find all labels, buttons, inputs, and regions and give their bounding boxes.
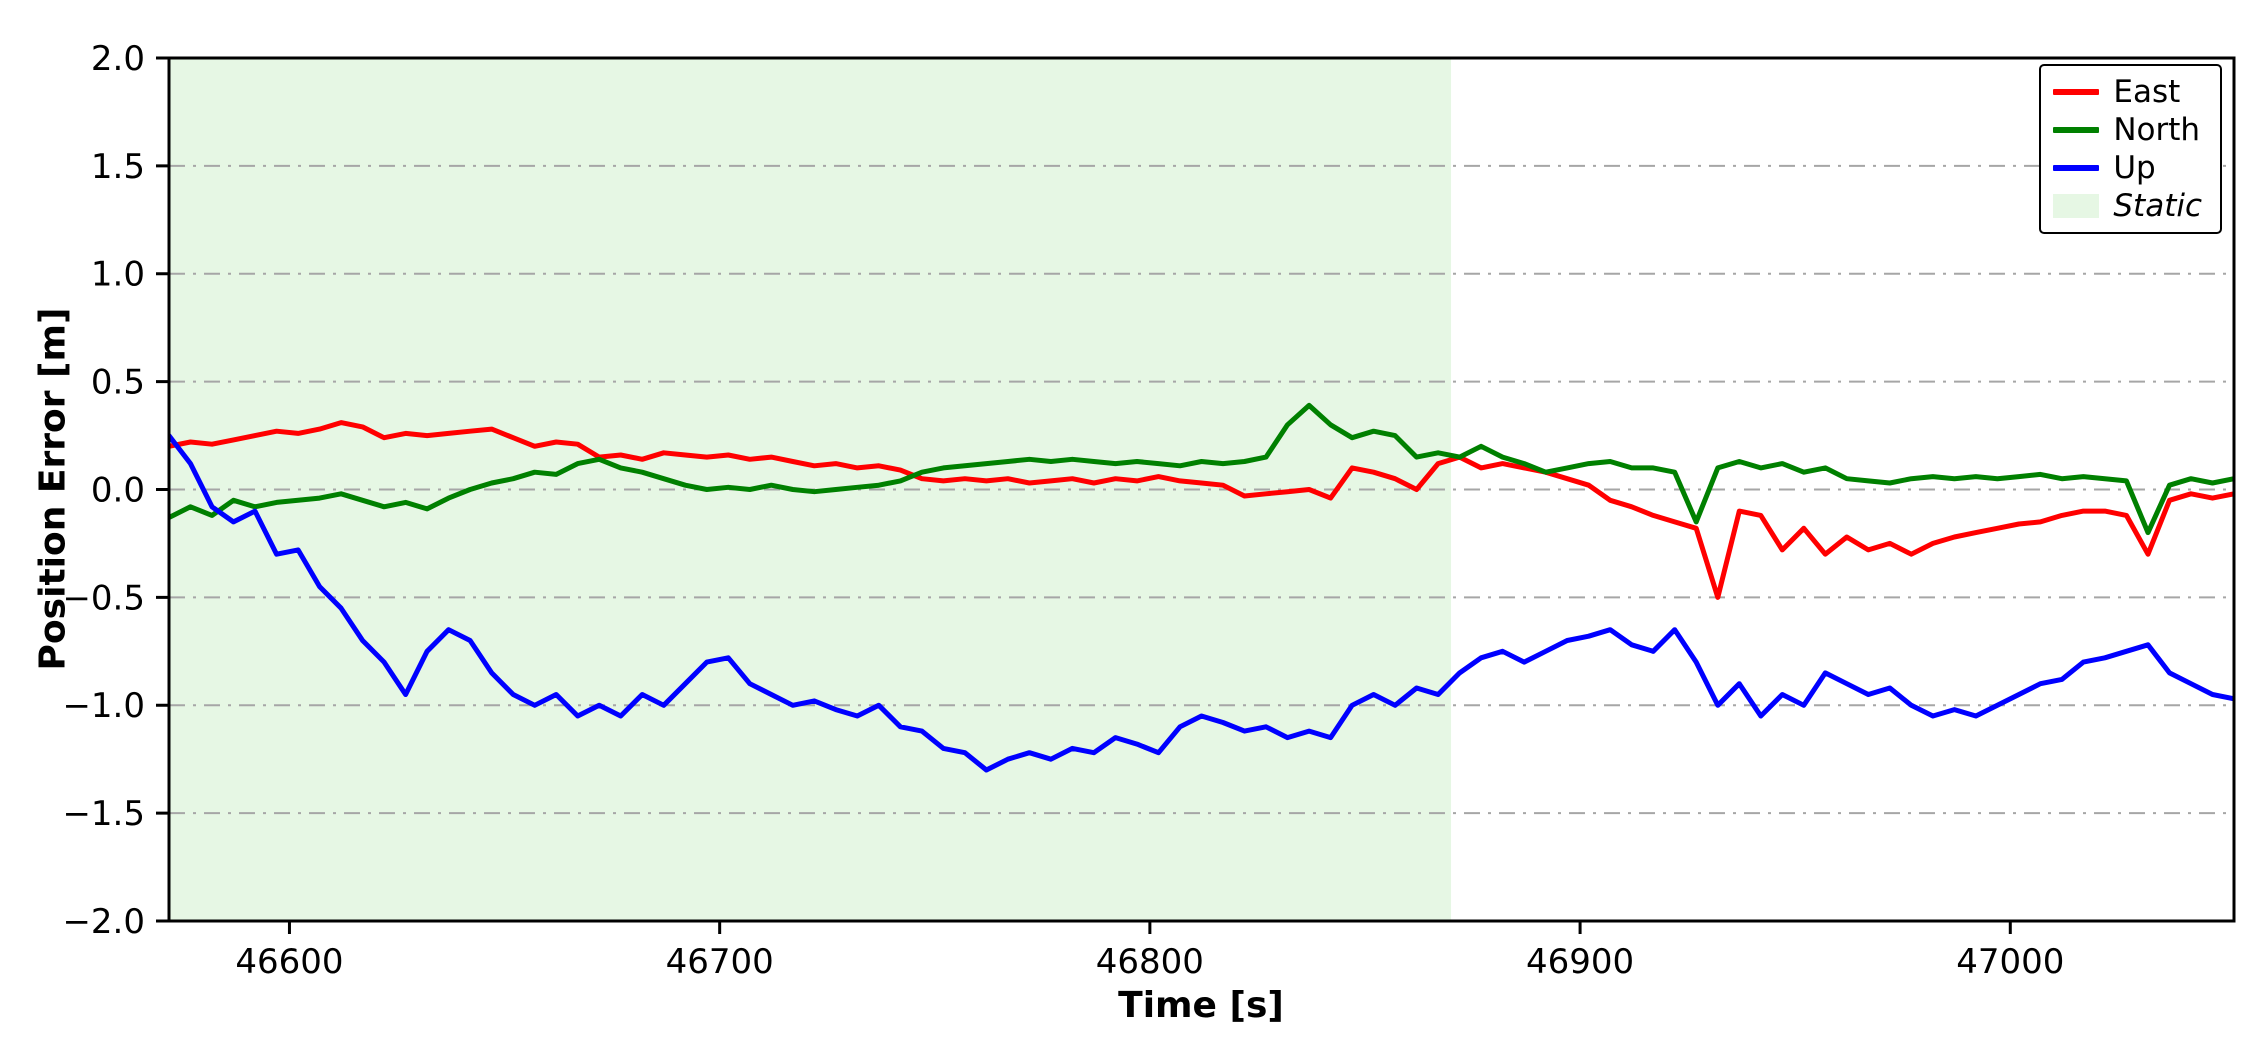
legend-label-static: Static bbox=[2113, 187, 2202, 224]
legend-label-north: North bbox=[2113, 111, 2201, 148]
series-lines bbox=[169, 402, 2234, 773]
y-tick-label: −1.5 bbox=[62, 794, 145, 834]
grid-lines bbox=[169, 164, 2234, 815]
y-tick-label: 0.0 bbox=[91, 470, 145, 510]
static-patch-swatch bbox=[2053, 194, 2100, 218]
legend: East North Up Static bbox=[2039, 64, 2222, 234]
y-tick-label: 0.5 bbox=[91, 363, 145, 403]
y-tick-label: −1.0 bbox=[62, 686, 145, 726]
x-tick-label: 46900 bbox=[1526, 942, 1634, 982]
legend-label-up: Up bbox=[2113, 149, 2156, 186]
y-axis-ticks: 2.0 1.5 1.0 0.5 0.0 −0.5 −1.0 −1.5 −2.0 bbox=[62, 39, 169, 942]
y-tick-label: 1.5 bbox=[91, 147, 145, 187]
series-line-up bbox=[169, 433, 2234, 773]
y-tick-label: 2.0 bbox=[91, 39, 145, 79]
series-line-east bbox=[169, 420, 2234, 600]
y-tick-label: 1.0 bbox=[91, 255, 145, 295]
x-tick-label: 46800 bbox=[1096, 942, 1204, 982]
x-tick-label: 46700 bbox=[666, 942, 774, 982]
y-tick-label: −2.0 bbox=[62, 902, 145, 942]
legend-item-up: Up bbox=[2053, 150, 2202, 186]
legend-label-east: East bbox=[2113, 73, 2181, 110]
x-tick-label: 46600 bbox=[235, 942, 343, 982]
x-axis-label: Time [s] bbox=[1118, 985, 1284, 1026]
x-tick-label: 47000 bbox=[1956, 942, 2064, 982]
series-line-north bbox=[169, 402, 2234, 536]
east-line-swatch bbox=[2053, 89, 2100, 95]
x-axis-ticks: 46600 46700 46800 46900 47000 bbox=[235, 921, 2064, 982]
y-tick-label: −0.5 bbox=[62, 578, 145, 618]
north-line-swatch bbox=[2053, 127, 2100, 133]
y-axis-label: Position Error [m] bbox=[32, 307, 74, 671]
legend-item-static: Static bbox=[2053, 188, 2202, 224]
legend-item-north: North bbox=[2053, 112, 2202, 148]
up-line-swatch bbox=[2053, 165, 2100, 171]
legend-item-east: East bbox=[2053, 74, 2202, 110]
